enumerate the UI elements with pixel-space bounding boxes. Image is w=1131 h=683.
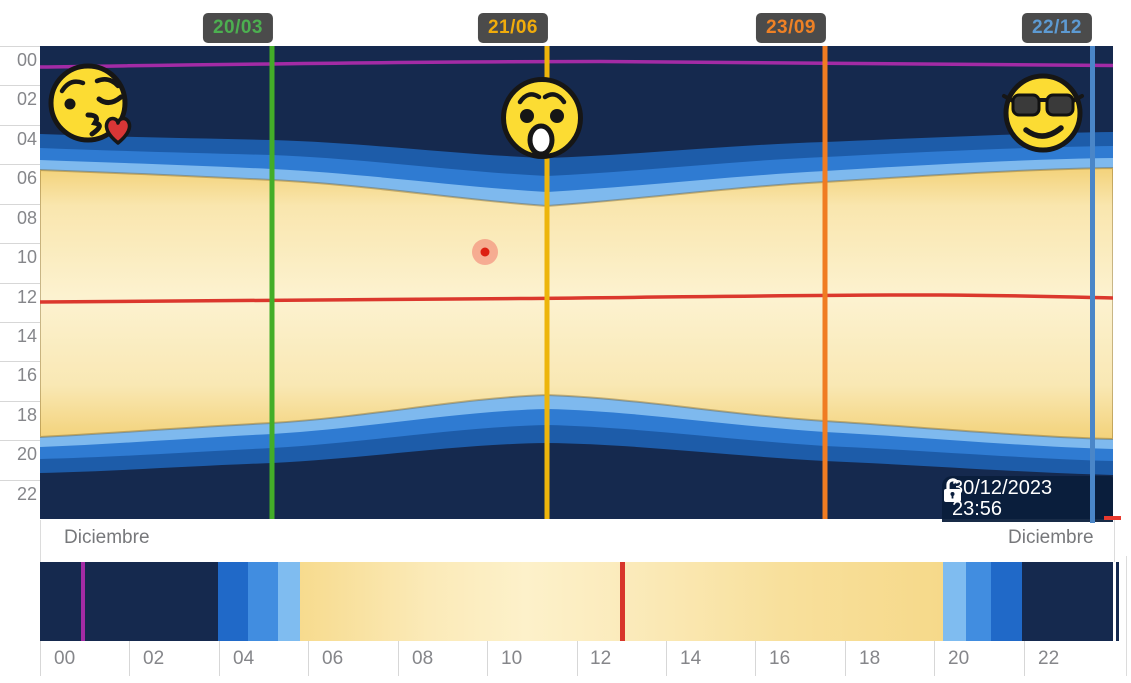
right-edge-border: [1126, 556, 1127, 676]
x-axis-label: 04: [233, 648, 255, 669]
y-axis-label: 04: [16, 129, 37, 149]
strip-current-time-line: [1115, 562, 1119, 641]
y-axis-label: 22: [16, 484, 37, 504]
strip-nautical-twilight-segment: [248, 562, 279, 641]
x-axis-label: 10: [501, 648, 523, 669]
strip-civil-twilight-segment: [943, 562, 967, 641]
datetime-lock-badge[interactable]: 30/12/2023 23:56: [942, 476, 1113, 522]
x-axis-tick: [1023, 641, 1025, 676]
y-axis-tick: [0, 243, 40, 244]
locked-date: 30/12/2023: [952, 477, 1053, 499]
current-time-tick: [1104, 516, 1121, 520]
month-label-left: Diciembre: [64, 527, 150, 548]
x-axis-label: 18: [859, 648, 881, 669]
y-axis-label: 18: [16, 405, 37, 425]
x-axis-label: 20: [948, 648, 970, 669]
x-axis-tick: [397, 641, 399, 676]
strip-astronomical-twilight-segment: [217, 562, 248, 641]
strip-civil-twilight-segment: [278, 562, 301, 641]
y-axis-label: 12: [16, 287, 37, 307]
y-axis-tick: [0, 322, 40, 323]
y-axis-tick: [0, 85, 40, 86]
x-axis-tick: [934, 641, 936, 676]
strip-night-segment: [1022, 562, 1113, 641]
june-solstice-line: [544, 46, 550, 519]
x-axis-tick: [576, 641, 578, 676]
annual-daylight-chart[interactable]: 30/12/2023 23:56: [40, 46, 1113, 522]
sun-chart-canvas: [40, 46, 1113, 519]
y-axis-label: 10: [16, 247, 37, 267]
event-dot[interactable]: [480, 247, 490, 257]
x-axis-label: 02: [143, 648, 165, 669]
y-axis-tick: [0, 46, 40, 47]
x-axis-label: 22: [1038, 648, 1060, 669]
y-axis-tick: [0, 440, 40, 441]
y-axis-tick: [0, 204, 40, 205]
strip-astronomical-twilight-segment: [991, 562, 1023, 641]
y-axis-label: 14: [16, 326, 37, 346]
y-axis-tick: [0, 125, 40, 126]
strip-night-segment: [40, 562, 218, 641]
x-axis-tick: [40, 641, 41, 676]
season-badge-december-solstice[interactable]: 22/12: [1021, 13, 1092, 43]
x-axis-label: 08: [412, 648, 434, 669]
x-axis-tick: [755, 641, 757, 676]
x-axis-label: 06: [322, 648, 344, 669]
x-axis-label: 12: [590, 648, 612, 669]
x-axis-tick: [844, 641, 846, 676]
y-axis-tick: [0, 361, 40, 362]
y-axis-label: 06: [16, 168, 37, 188]
x-axis-tick: [129, 641, 131, 676]
y-axis-tick: [0, 164, 40, 165]
chart-right-border: [1114, 520, 1115, 562]
x-axis-tick: [218, 641, 220, 676]
y-axis-label: 20: [16, 444, 37, 464]
x-axis-tick: [308, 641, 310, 676]
month-label-right: Diciembre: [1008, 527, 1094, 548]
locked-time: 23:56: [952, 498, 1003, 520]
y-axis-tick: [0, 401, 40, 402]
x-axis-label: 16: [769, 648, 791, 669]
season-badge-september-equinox[interactable]: 23/09: [755, 13, 826, 43]
season-badge-march-equinox[interactable]: 20/03: [202, 13, 273, 43]
y-axis-tick: [0, 480, 40, 481]
strip-solar-midnight-line: [81, 562, 85, 641]
september-equinox-line: [822, 46, 828, 519]
solar-noon-line: [40, 293, 1113, 304]
strip-solar-noon-line: [620, 562, 625, 641]
y-axis-tick: [0, 283, 40, 284]
x-axis-tick: [487, 641, 489, 676]
solar-midnight-line: [40, 59, 1113, 69]
y-axis-label: 02: [16, 89, 37, 109]
y-axis-label: 08: [16, 208, 37, 228]
december-solstice-line: [1090, 46, 1095, 523]
season-badge-june-solstice[interactable]: 21/06: [477, 13, 548, 43]
strip-nautical-twilight-segment: [966, 562, 992, 641]
y-axis-label: 00: [16, 50, 37, 70]
x-axis-label: 14: [680, 648, 702, 669]
x-axis-label: 00: [54, 648, 76, 669]
chart-left-border: [40, 520, 41, 562]
x-axis-tick: [665, 641, 667, 676]
y-axis-label: 16: [16, 365, 37, 385]
march-equinox-line: [269, 46, 275, 519]
daylight-band: [40, 166, 1113, 441]
day-detail-strip[interactable]: [40, 562, 1113, 641]
lock-open-icon: [944, 478, 961, 502]
